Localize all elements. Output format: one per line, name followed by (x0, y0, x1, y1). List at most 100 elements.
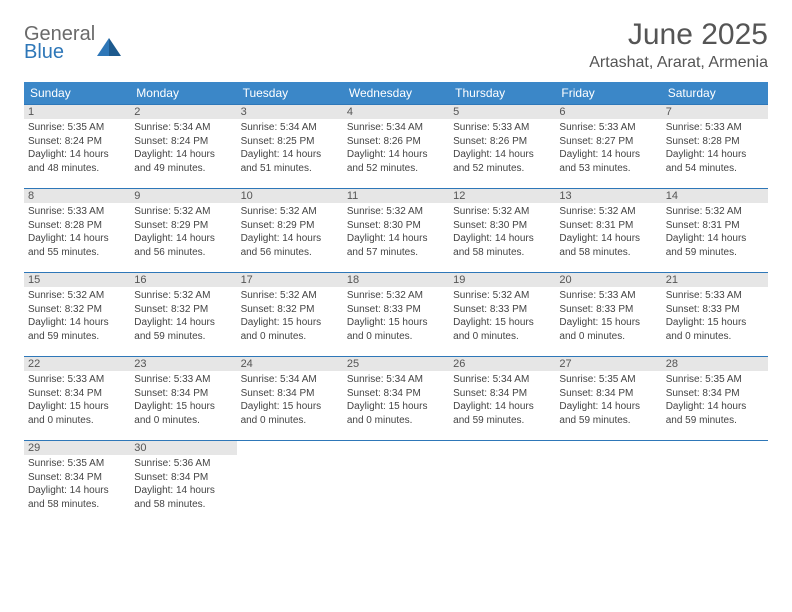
day-number: 3 (237, 105, 343, 119)
day-details: Sunrise: 5:34 AMSunset: 8:26 PMDaylight:… (343, 119, 449, 181)
logo-text: General Blue (24, 24, 95, 64)
day-number: 19 (449, 273, 555, 287)
day-details: Sunrise: 5:33 AMSunset: 8:26 PMDaylight:… (449, 119, 555, 181)
day-number: 7 (662, 105, 768, 119)
day-number: 28 (662, 357, 768, 371)
weekday-header: Friday (555, 82, 661, 104)
day-cell: 30Sunrise: 5:36 AMSunset: 8:34 PMDayligh… (130, 440, 236, 524)
day-details: Sunrise: 5:32 AMSunset: 8:30 PMDaylight:… (449, 203, 555, 265)
day-details: Sunrise: 5:35 AMSunset: 8:34 PMDaylight:… (662, 371, 768, 433)
day-details: Sunrise: 5:33 AMSunset: 8:34 PMDaylight:… (130, 371, 236, 433)
day-cell: 4Sunrise: 5:34 AMSunset: 8:26 PMDaylight… (343, 104, 449, 188)
day-cell: 3Sunrise: 5:34 AMSunset: 8:25 PMDaylight… (237, 104, 343, 188)
day-cell: 22Sunrise: 5:33 AMSunset: 8:34 PMDayligh… (24, 356, 130, 440)
day-number: 16 (130, 273, 236, 287)
month-title: June 2025 (589, 18, 768, 52)
day-cell: 28Sunrise: 5:35 AMSunset: 8:34 PMDayligh… (662, 356, 768, 440)
empty-cell (662, 440, 768, 524)
day-cell: 9Sunrise: 5:32 AMSunset: 8:29 PMDaylight… (130, 188, 236, 272)
day-number: 9 (130, 189, 236, 203)
day-number: 17 (237, 273, 343, 287)
day-details: Sunrise: 5:33 AMSunset: 8:28 PMDaylight:… (662, 119, 768, 181)
day-number: 13 (555, 189, 661, 203)
day-cell: 12Sunrise: 5:32 AMSunset: 8:30 PMDayligh… (449, 188, 555, 272)
day-number: 29 (24, 441, 130, 455)
day-details: Sunrise: 5:34 AMSunset: 8:24 PMDaylight:… (130, 119, 236, 181)
day-number: 10 (237, 189, 343, 203)
weekday-header: Monday (130, 82, 236, 104)
day-cell: 5Sunrise: 5:33 AMSunset: 8:26 PMDaylight… (449, 104, 555, 188)
day-details: Sunrise: 5:32 AMSunset: 8:31 PMDaylight:… (555, 203, 661, 265)
day-number: 5 (449, 105, 555, 119)
day-cell: 2Sunrise: 5:34 AMSunset: 8:24 PMDaylight… (130, 104, 236, 188)
day-number: 1 (24, 105, 130, 119)
day-cell: 20Sunrise: 5:33 AMSunset: 8:33 PMDayligh… (555, 272, 661, 356)
day-details: Sunrise: 5:33 AMSunset: 8:27 PMDaylight:… (555, 119, 661, 181)
day-number: 6 (555, 105, 661, 119)
day-details: Sunrise: 5:32 AMSunset: 8:33 PMDaylight:… (449, 287, 555, 349)
day-cell: 21Sunrise: 5:33 AMSunset: 8:33 PMDayligh… (662, 272, 768, 356)
day-details: Sunrise: 5:34 AMSunset: 8:34 PMDaylight:… (237, 371, 343, 433)
day-number: 14 (662, 189, 768, 203)
day-cell: 14Sunrise: 5:32 AMSunset: 8:31 PMDayligh… (662, 188, 768, 272)
day-cell: 10Sunrise: 5:32 AMSunset: 8:29 PMDayligh… (237, 188, 343, 272)
day-cell: 19Sunrise: 5:32 AMSunset: 8:33 PMDayligh… (449, 272, 555, 356)
day-details: Sunrise: 5:33 AMSunset: 8:28 PMDaylight:… (24, 203, 130, 265)
day-details: Sunrise: 5:34 AMSunset: 8:34 PMDaylight:… (343, 371, 449, 433)
day-cell: 7Sunrise: 5:33 AMSunset: 8:28 PMDaylight… (662, 104, 768, 188)
day-number: 11 (343, 189, 449, 203)
day-cell: 26Sunrise: 5:34 AMSunset: 8:34 PMDayligh… (449, 356, 555, 440)
day-number: 2 (130, 105, 236, 119)
day-number: 30 (130, 441, 236, 455)
location: Artashat, Ararat, Armenia (589, 54, 768, 72)
day-cell: 1Sunrise: 5:35 AMSunset: 8:24 PMDaylight… (24, 104, 130, 188)
day-cell: 17Sunrise: 5:32 AMSunset: 8:32 PMDayligh… (237, 272, 343, 356)
day-cell: 25Sunrise: 5:34 AMSunset: 8:34 PMDayligh… (343, 356, 449, 440)
empty-cell (237, 440, 343, 524)
day-number: 26 (449, 357, 555, 371)
calendar-grid: 1Sunrise: 5:35 AMSunset: 8:24 PMDaylight… (24, 104, 768, 524)
day-details: Sunrise: 5:33 AMSunset: 8:33 PMDaylight:… (662, 287, 768, 349)
empty-cell (449, 440, 555, 524)
day-cell: 15Sunrise: 5:32 AMSunset: 8:32 PMDayligh… (24, 272, 130, 356)
day-details: Sunrise: 5:32 AMSunset: 8:33 PMDaylight:… (343, 287, 449, 349)
day-cell: 6Sunrise: 5:33 AMSunset: 8:27 PMDaylight… (555, 104, 661, 188)
day-cell: 11Sunrise: 5:32 AMSunset: 8:30 PMDayligh… (343, 188, 449, 272)
logo-line2: Blue (24, 42, 95, 62)
day-details: Sunrise: 5:32 AMSunset: 8:32 PMDaylight:… (24, 287, 130, 349)
weekday-header: Saturday (662, 82, 768, 104)
day-number: 4 (343, 105, 449, 119)
day-cell: 16Sunrise: 5:32 AMSunset: 8:32 PMDayligh… (130, 272, 236, 356)
day-details: Sunrise: 5:35 AMSunset: 8:24 PMDaylight:… (24, 119, 130, 181)
day-cell: 24Sunrise: 5:34 AMSunset: 8:34 PMDayligh… (237, 356, 343, 440)
day-cell: 29Sunrise: 5:35 AMSunset: 8:34 PMDayligh… (24, 440, 130, 524)
day-number: 15 (24, 273, 130, 287)
day-number: 18 (343, 273, 449, 287)
day-details: Sunrise: 5:32 AMSunset: 8:30 PMDaylight:… (343, 203, 449, 265)
day-number: 12 (449, 189, 555, 203)
day-number: 24 (237, 357, 343, 371)
weekday-header: Sunday (24, 82, 130, 104)
day-number: 8 (24, 189, 130, 203)
weekday-header: Thursday (449, 82, 555, 104)
title-block: June 2025 Artashat, Ararat, Armenia (589, 18, 768, 72)
day-details: Sunrise: 5:34 AMSunset: 8:25 PMDaylight:… (237, 119, 343, 181)
day-details: Sunrise: 5:32 AMSunset: 8:29 PMDaylight:… (130, 203, 236, 265)
day-cell: 18Sunrise: 5:32 AMSunset: 8:33 PMDayligh… (343, 272, 449, 356)
day-number: 22 (24, 357, 130, 371)
day-details: Sunrise: 5:35 AMSunset: 8:34 PMDaylight:… (555, 371, 661, 433)
day-number: 27 (555, 357, 661, 371)
day-details: Sunrise: 5:34 AMSunset: 8:34 PMDaylight:… (449, 371, 555, 433)
day-cell: 13Sunrise: 5:32 AMSunset: 8:31 PMDayligh… (555, 188, 661, 272)
logo-triangle-icon (97, 34, 123, 56)
day-details: Sunrise: 5:32 AMSunset: 8:32 PMDaylight:… (130, 287, 236, 349)
day-number: 23 (130, 357, 236, 371)
day-details: Sunrise: 5:36 AMSunset: 8:34 PMDaylight:… (130, 455, 236, 517)
day-cell: 27Sunrise: 5:35 AMSunset: 8:34 PMDayligh… (555, 356, 661, 440)
day-details: Sunrise: 5:33 AMSunset: 8:33 PMDaylight:… (555, 287, 661, 349)
day-number: 25 (343, 357, 449, 371)
logo: General Blue (24, 24, 123, 64)
weekday-header: Wednesday (343, 82, 449, 104)
day-details: Sunrise: 5:32 AMSunset: 8:32 PMDaylight:… (237, 287, 343, 349)
day-number: 20 (555, 273, 661, 287)
